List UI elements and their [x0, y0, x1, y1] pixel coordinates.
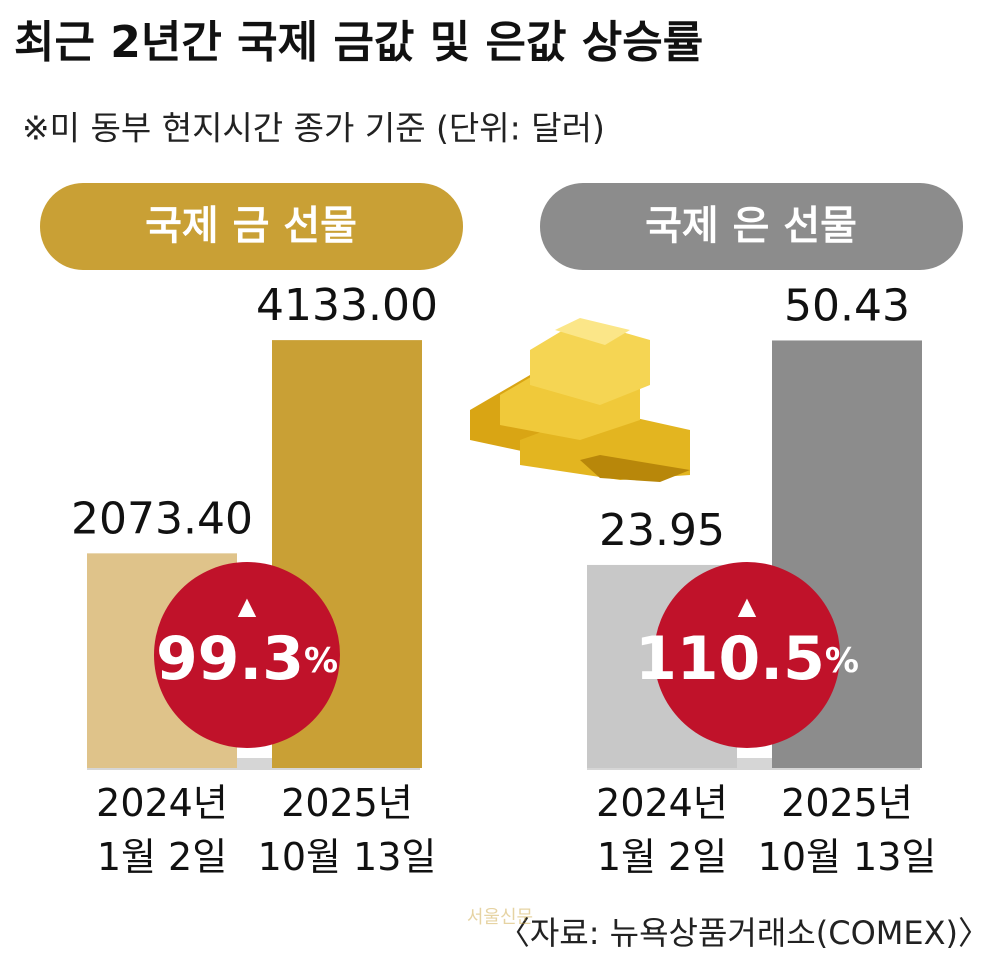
change-unit: %: [304, 641, 338, 681]
category-label: 2024년 1월 2일: [96, 781, 228, 879]
panel-header: [540, 183, 963, 270]
page-title: 최근 2년간 국제 금값 및 은값 상승률: [14, 17, 703, 68]
category-label: 2024년 1월 2일: [596, 781, 728, 879]
category-line: 2024년: [596, 781, 728, 825]
change-unit: %: [825, 641, 859, 681]
gold-ingots: [470, 318, 690, 482]
change-value: 110.5%: [635, 624, 859, 694]
panel-header: [40, 183, 463, 270]
category-label: 2025년 10월 13일: [758, 781, 937, 879]
panel-title: 국제 은 선물: [645, 203, 857, 249]
value-label: 23.95: [599, 505, 725, 556]
badge-arrow: ▲: [738, 592, 757, 620]
source: 〈자료: 뉴욕상품거래소(COMEX)〉: [498, 914, 990, 952]
value-label: 2073.40: [71, 493, 253, 544]
change-badge: [154, 562, 340, 748]
badge-arrow: ▲: [238, 592, 257, 620]
watermark: 서울신문: [467, 907, 533, 928]
panel-title: 국제 금 선물: [145, 203, 357, 249]
change-number: 99.3: [156, 624, 304, 694]
value-label: 50.43: [784, 280, 910, 331]
category-line: 10월 13일: [758, 835, 937, 879]
category-line: 2024년: [96, 781, 228, 825]
change-number: 110.5: [635, 624, 825, 694]
change-value: 99.3%: [156, 624, 338, 694]
category-line: 1월 2일: [97, 835, 227, 879]
value-label: 4133.00: [256, 280, 438, 331]
category-line: 1월 2일: [597, 835, 727, 879]
subtitle: ※미 동부 현지시간 종가 기준 (단위: 달러): [22, 109, 605, 148]
category-line: 10월 13일: [258, 835, 437, 879]
category-label: 2025년 10월 13일: [258, 781, 437, 879]
category-line: 2025년: [281, 781, 413, 825]
change-badge: [654, 562, 840, 748]
category-line: 2025년: [781, 781, 913, 825]
